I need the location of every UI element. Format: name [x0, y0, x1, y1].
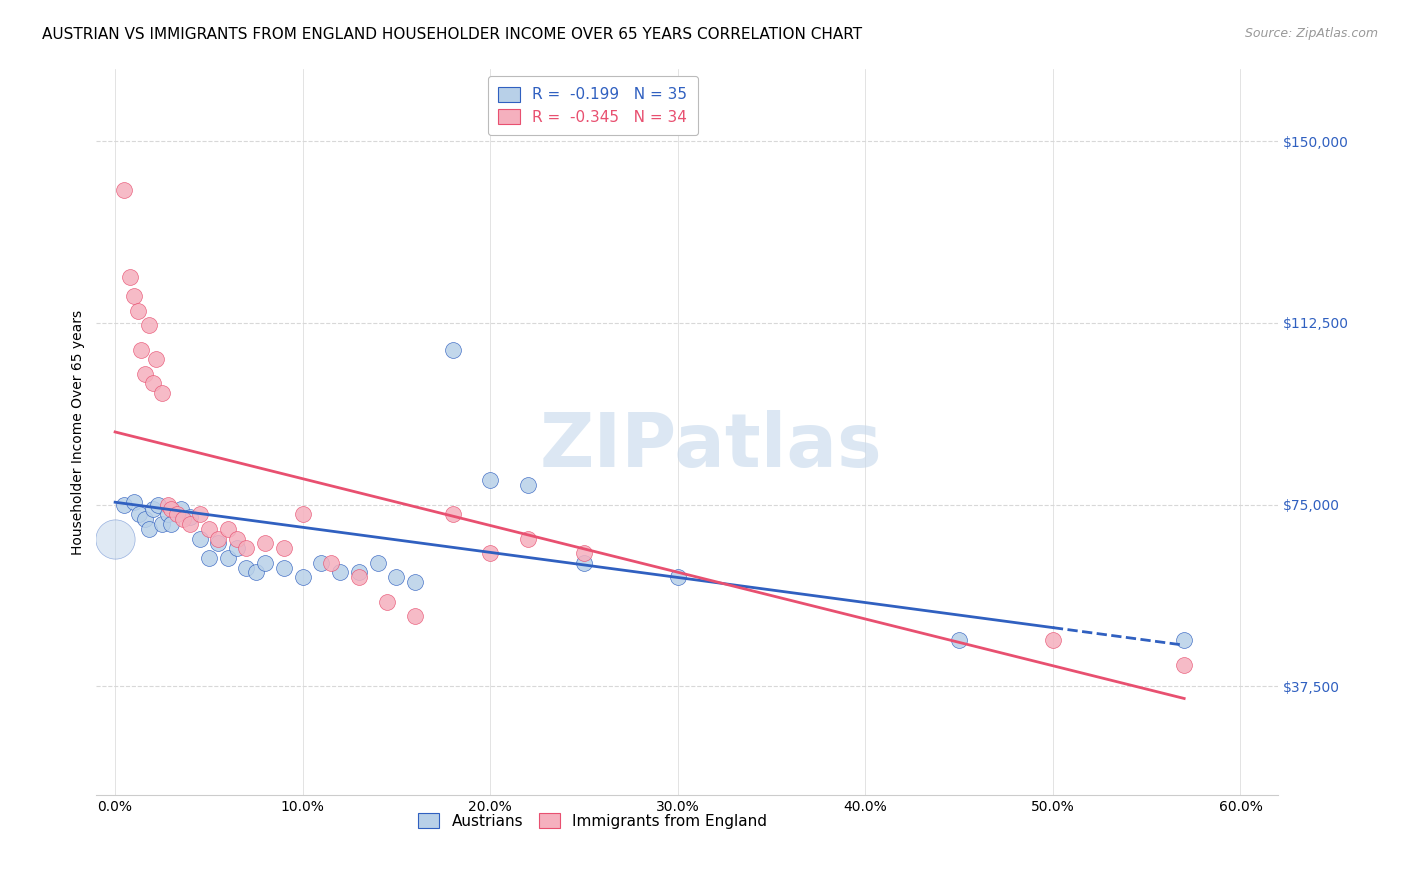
- Point: [311, 556, 333, 570]
- Point: [104, 532, 127, 546]
- Point: [160, 516, 183, 531]
- Point: [156, 498, 179, 512]
- Text: AUSTRIAN VS IMMIGRANTS FROM ENGLAND HOUSEHOLDER INCOME OVER 65 YEARS CORRELATION: AUSTRIAN VS IMMIGRANTS FROM ENGLAND HOUS…: [42, 27, 862, 42]
- Point: [291, 508, 314, 522]
- Point: [150, 386, 173, 401]
- Point: [347, 570, 370, 584]
- Point: [198, 551, 221, 566]
- Point: [235, 541, 257, 556]
- Point: [114, 183, 136, 197]
- Point: [138, 522, 160, 536]
- Point: [291, 570, 314, 584]
- Point: [198, 522, 221, 536]
- Point: [207, 536, 229, 550]
- Point: [134, 367, 156, 381]
- Point: [145, 352, 167, 367]
- Point: [207, 532, 229, 546]
- Point: [142, 376, 165, 391]
- Point: [404, 575, 426, 590]
- Point: [367, 556, 389, 570]
- Point: [254, 536, 277, 550]
- Point: [127, 303, 149, 318]
- Point: [188, 532, 211, 546]
- Point: [516, 478, 538, 492]
- Point: [1173, 657, 1195, 672]
- Point: [441, 508, 464, 522]
- Point: [148, 498, 170, 512]
- Text: Source: ZipAtlas.com: Source: ZipAtlas.com: [1244, 27, 1378, 40]
- Point: [1042, 633, 1064, 648]
- Point: [385, 570, 408, 584]
- Point: [156, 508, 179, 522]
- Point: [572, 556, 595, 570]
- Point: [122, 495, 145, 509]
- Point: [160, 502, 183, 516]
- Point: [479, 546, 502, 560]
- Text: ZIPatlas: ZIPatlas: [540, 410, 882, 483]
- Legend: Austrians, Immigrants from England: Austrians, Immigrants from England: [412, 807, 773, 835]
- Point: [150, 516, 173, 531]
- Point: [134, 512, 156, 526]
- Point: [235, 560, 257, 574]
- Point: [479, 474, 502, 488]
- Point: [128, 508, 150, 522]
- Point: [273, 560, 295, 574]
- Y-axis label: Householder Income Over 65 years: Householder Income Over 65 years: [72, 310, 86, 555]
- Point: [179, 516, 201, 531]
- Point: [172, 512, 194, 526]
- Point: [226, 532, 249, 546]
- Point: [120, 269, 142, 284]
- Point: [273, 541, 295, 556]
- Point: [122, 289, 145, 303]
- Point: [226, 541, 249, 556]
- Point: [319, 556, 342, 570]
- Point: [131, 343, 153, 357]
- Point: [948, 633, 970, 648]
- Point: [142, 502, 165, 516]
- Point: [188, 508, 211, 522]
- Point: [404, 609, 426, 624]
- Point: [254, 556, 277, 570]
- Point: [217, 522, 239, 536]
- Point: [245, 566, 267, 580]
- Point: [179, 509, 201, 524]
- Point: [441, 343, 464, 357]
- Point: [572, 546, 595, 560]
- Point: [166, 508, 188, 522]
- Point: [170, 502, 193, 516]
- Point: [375, 594, 398, 608]
- Point: [138, 318, 160, 333]
- Point: [1173, 633, 1195, 648]
- Point: [114, 498, 136, 512]
- Point: [516, 532, 538, 546]
- Point: [329, 566, 352, 580]
- Point: [217, 551, 239, 566]
- Point: [347, 566, 370, 580]
- Point: [666, 570, 689, 584]
